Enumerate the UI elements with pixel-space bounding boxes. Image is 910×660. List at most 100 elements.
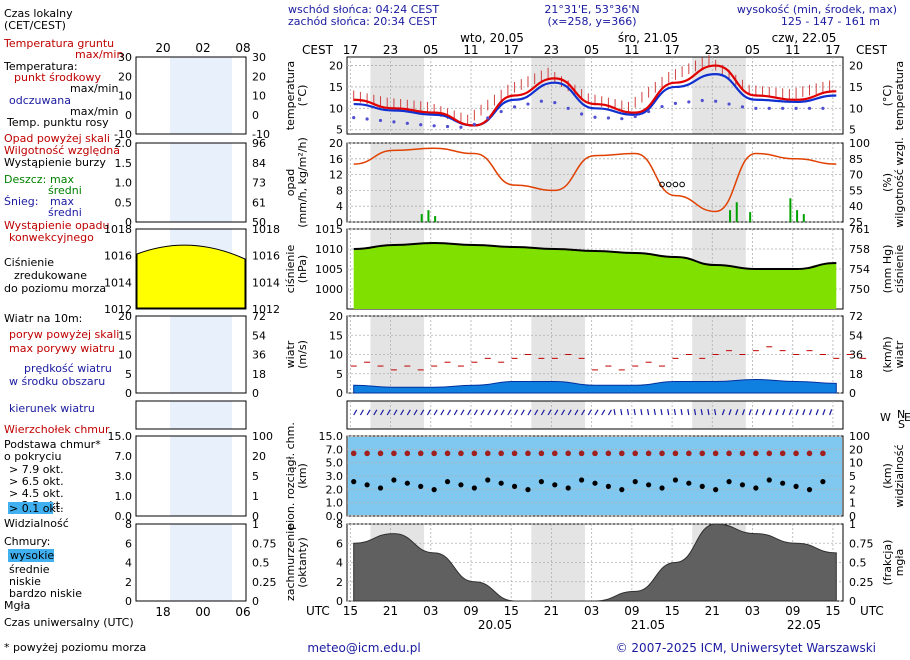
cest-tick: 23 [544, 43, 559, 57]
utc-tick: 03 [584, 604, 599, 618]
legend-y-tick: 2.0 [115, 137, 133, 150]
legend-y-tick: 0.0 [115, 510, 133, 523]
cest-tick: 17 [664, 43, 679, 57]
dew-point [499, 109, 503, 114]
wind-arrow [782, 409, 786, 416]
legend-y-tick: 0 [125, 216, 132, 229]
footer-email[interactable]: meteo@icm.edu.pl [307, 641, 420, 655]
cloud-base-dot [646, 482, 652, 488]
legend-y2-tick: 1 [252, 518, 259, 531]
wind-arrow [633, 408, 636, 416]
legend-okt45: > 4.5 okt. [9, 487, 64, 500]
dew-point [419, 123, 423, 127]
cloud-top-dot [391, 450, 397, 457]
legend-very-low: bardzo niskie [9, 587, 82, 600]
dew-point [633, 114, 637, 119]
dew-point [781, 106, 785, 110]
legend-y2-tick: 30 [252, 51, 266, 64]
utc-left: UTC [306, 604, 330, 618]
legend-night [170, 143, 232, 222]
y2-tick: 10 [849, 457, 863, 470]
cloud-base-dot [820, 479, 826, 485]
wind-area [353, 379, 837, 394]
y2-tick: 0.75 [849, 537, 874, 550]
legend-okt01-bg [8, 502, 53, 514]
utc-tick: 03 [423, 604, 438, 618]
rain-bar [749, 212, 752, 222]
cloud-top-dot [471, 450, 478, 457]
utc-tick: 15 [504, 604, 519, 618]
legend-utc-tick-3: 06 [235, 605, 250, 619]
y2-unit: (%) [881, 173, 894, 192]
legend-y2-tick: 1016 [252, 250, 280, 263]
legend-max-min2: max/min [70, 105, 118, 118]
night-band [370, 143, 425, 222]
utc-tick: 09 [463, 604, 478, 618]
legend-y2-tick: 10 [252, 90, 266, 103]
y2-unit: (°C) [881, 85, 894, 107]
storm-marker [659, 181, 665, 188]
wind-arrow [487, 409, 492, 416]
y2-tick: 10 [849, 102, 863, 115]
cloud-top-dot [699, 450, 706, 457]
wind-arrow [507, 409, 512, 416]
y-label: temperatura [284, 61, 297, 130]
wind-arrow [775, 409, 779, 416]
y2-tick: 100 [849, 430, 870, 443]
legend-y-tick: 3.0 [115, 470, 133, 483]
rain-bar [427, 210, 430, 222]
cloud-top-dot [511, 450, 518, 457]
legend-rain: Deszcz: [4, 173, 46, 186]
y2-tick: 25 [849, 216, 863, 229]
legend-y-tick: 1014 [104, 276, 132, 289]
dew-point [539, 99, 543, 103]
legend-y-tick: 1.0 [115, 177, 133, 190]
utc-right: UTC [860, 604, 884, 618]
cest-tick: 17 [825, 43, 840, 57]
panel-clouds: 0 2 4 6 8 0 0.25 0.5 0.75 1 zachmurzenie (oktanty) m… [284, 518, 906, 608]
cloud-base-dot [605, 483, 612, 489]
legend-night [170, 57, 232, 134]
sunrise-text: wschód słońca: 04:24 CEST [288, 3, 439, 16]
legend-mid-point: punkt środkowy [14, 71, 102, 84]
wind-arrow [540, 409, 545, 416]
dew-point [620, 117, 624, 121]
legend-panel: 8 6 4 2 0 1 0.75 0.5 0.25 0 [125, 518, 277, 608]
dew-point [472, 122, 476, 126]
utc-tick: 15 [664, 604, 679, 618]
cloud-top-dot [766, 450, 773, 457]
height-title: wysokość (min, środek, max) [737, 3, 897, 16]
cest-tick: 17 [504, 43, 519, 57]
cloud-base-dot [418, 483, 424, 489]
legend-y2-tick: 96 [252, 137, 266, 150]
cloud-top-dot [484, 450, 491, 457]
y2-tick: 0 [849, 387, 856, 400]
wind-arrow [755, 409, 759, 416]
y-tick: 10 [329, 102, 343, 115]
wind-arrow [646, 408, 650, 416]
legend-y2-tick: 5 [252, 470, 259, 483]
cest-tick: 05 [584, 43, 599, 57]
temp-series-line [353, 64, 837, 127]
legend-y-tick: 0 [125, 109, 132, 122]
cloud-base-dot [351, 479, 357, 485]
utc-tick: 03 [745, 604, 760, 618]
y2-tick: 55 [849, 184, 863, 197]
y2-unit: (frakcja) [881, 540, 894, 586]
cloud-top-dot [753, 450, 759, 457]
cloud-base-dot [766, 477, 772, 483]
legend-night [170, 316, 232, 393]
legend-pressure1: Ciśnienie [4, 256, 54, 269]
cloud-top-dot [793, 450, 799, 457]
cloud-top-dot [377, 450, 384, 457]
y-label: wiatr [284, 340, 297, 368]
wind-arrow [467, 409, 472, 416]
y2-tick: 2 [849, 483, 856, 496]
legend-y2-tick: 20 [252, 450, 266, 463]
legend-y2-tick: 54 [252, 329, 266, 342]
wind-arrow [473, 409, 478, 416]
dew-point [378, 118, 383, 123]
legend-y-tick: 7.0 [115, 450, 133, 463]
cloud-top-dot [820, 450, 826, 457]
utc-tick: 09 [624, 604, 639, 618]
